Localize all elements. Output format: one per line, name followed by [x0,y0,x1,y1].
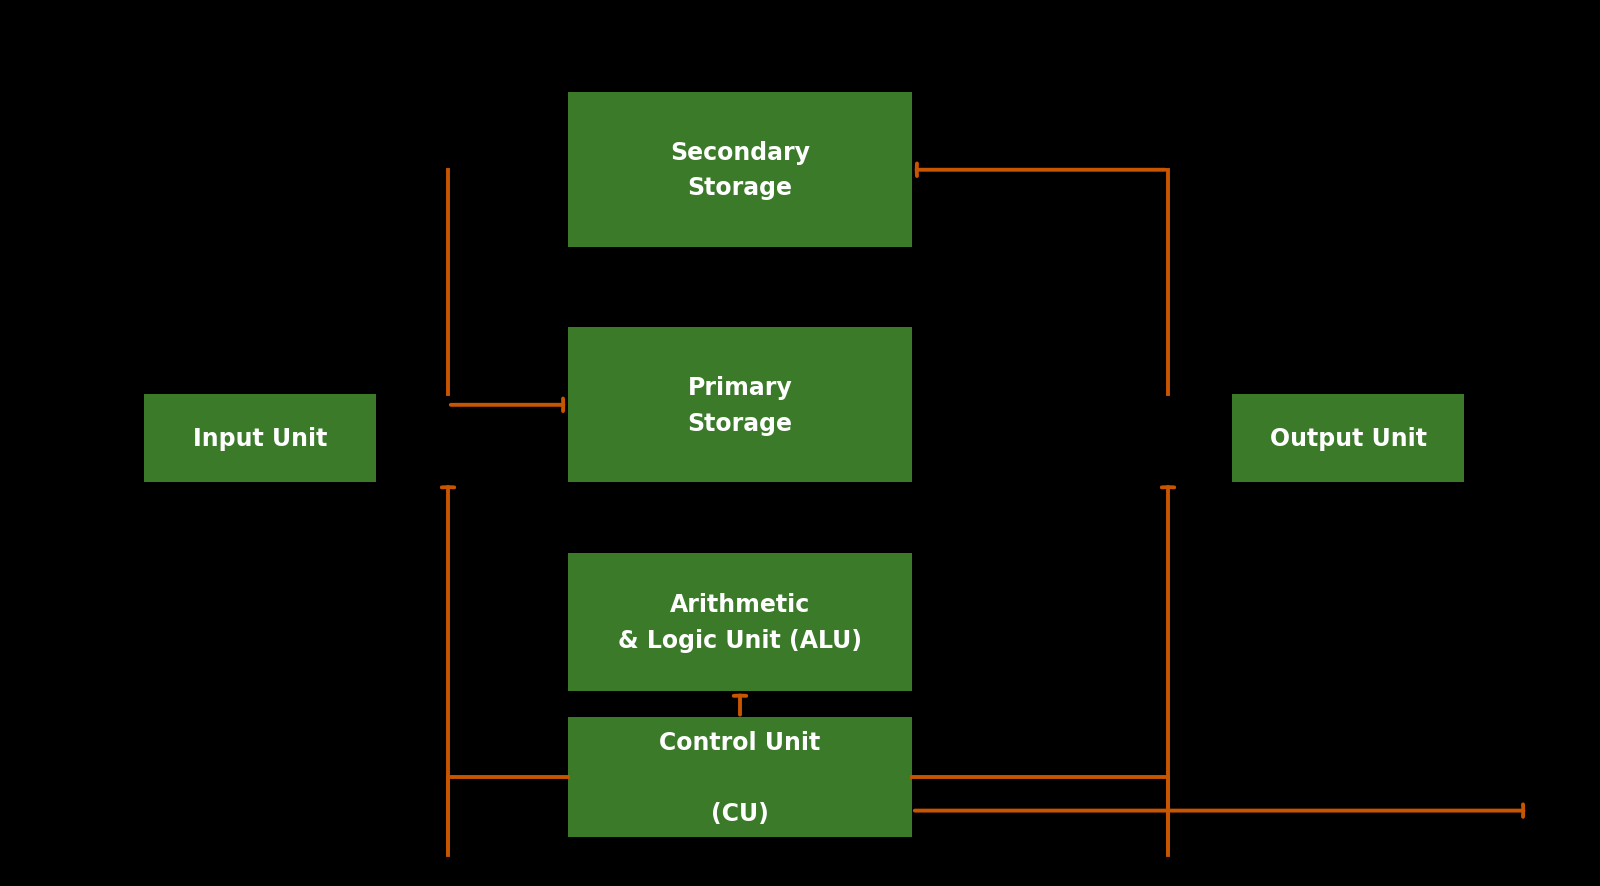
FancyBboxPatch shape [144,394,376,483]
FancyBboxPatch shape [1232,394,1464,483]
FancyBboxPatch shape [568,718,912,837]
FancyBboxPatch shape [568,554,912,691]
Text: Primary
Storage: Primary Storage [688,376,792,435]
Text: Input Unit: Input Unit [194,426,326,451]
Text: Output Unit: Output Unit [1269,426,1427,451]
Text: Arithmetic
& Logic Unit (ALU): Arithmetic & Logic Unit (ALU) [618,593,862,652]
FancyBboxPatch shape [568,93,912,248]
FancyBboxPatch shape [568,328,912,483]
Text: Secondary
Storage: Secondary Storage [670,141,810,200]
Text: Control Unit

(CU): Control Unit (CU) [659,730,821,825]
